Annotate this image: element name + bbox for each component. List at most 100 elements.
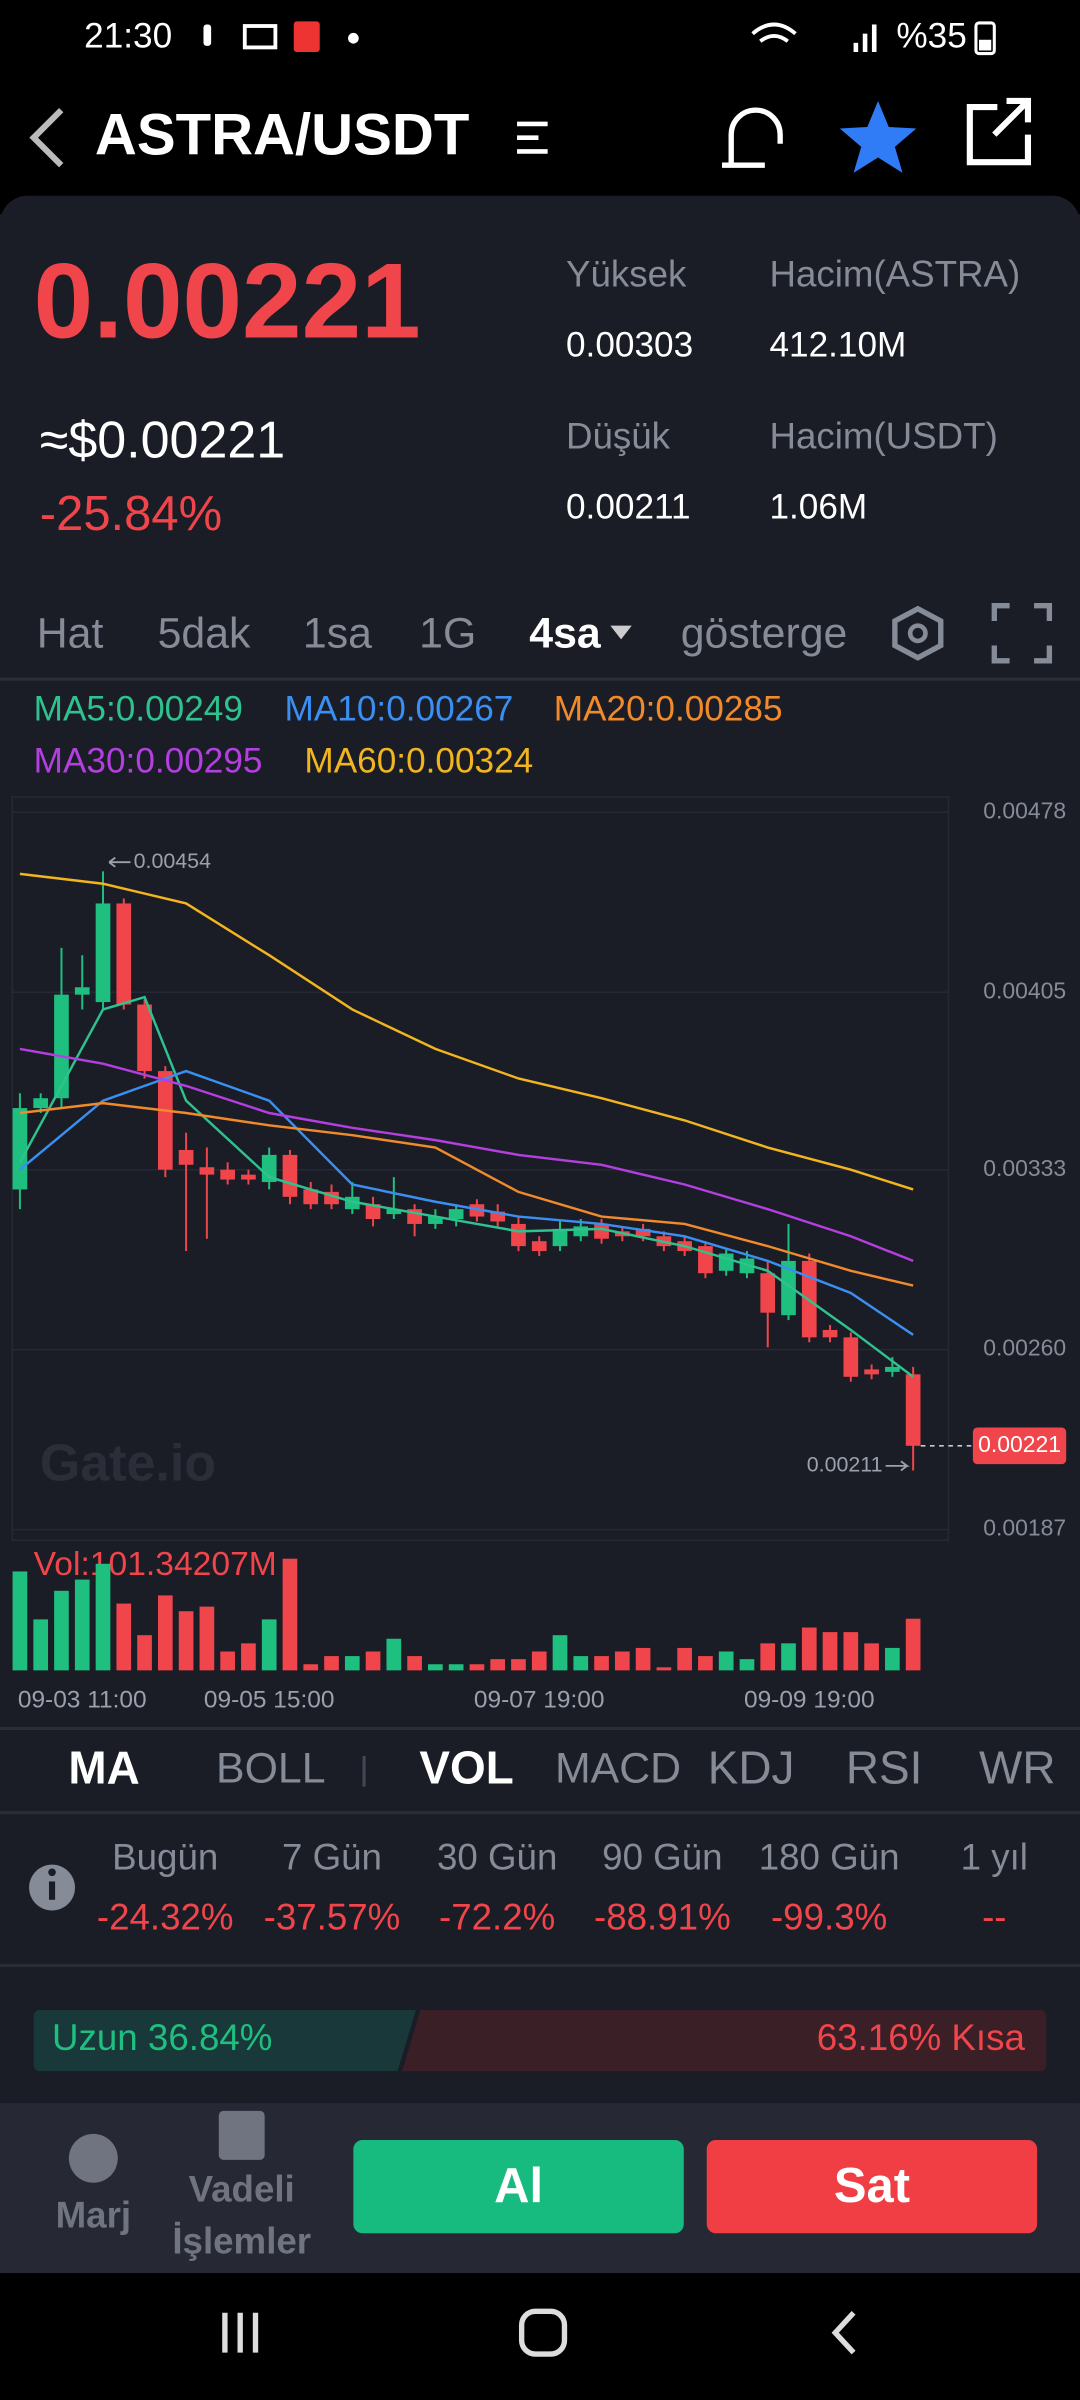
- indicator-button[interactable]: gösterge: [681, 610, 848, 658]
- ma-line: [18, 995, 914, 1378]
- battery-level: [979, 39, 992, 51]
- sell-label[interactable]: Sat: [834, 2159, 910, 2213]
- x-tick-label: 09-09 19:00: [744, 1686, 875, 1713]
- timeframe-tab[interactable]: 4sa: [529, 610, 602, 658]
- ma-line: [19, 1069, 914, 1336]
- volume-bar: [864, 1643, 879, 1671]
- timeframe-tab[interactable]: 1sa: [303, 610, 372, 658]
- nav-futures[interactable]: Vadeli: [189, 2169, 295, 2210]
- candle-body: [843, 1337, 859, 1377]
- candle-body: [635, 1228, 651, 1237]
- period-change: -24.32%: [97, 1896, 234, 1937]
- x-tick-label: 09-05 15:00: [204, 1686, 335, 1713]
- volume-bar: [157, 1595, 173, 1671]
- candle-body: [885, 1366, 900, 1372]
- stat-label: Hacim(ASTRA): [769, 254, 1020, 295]
- period-label: 90 Gün: [602, 1837, 722, 1878]
- indicator-tab[interactable]: VOL: [419, 1741, 513, 1793]
- period-change: --: [982, 1896, 1006, 1937]
- period-label: 7 Gün: [282, 1837, 382, 1878]
- battery-text: %35: [896, 17, 966, 56]
- candle-body: [822, 1329, 838, 1338]
- volume-bar: [760, 1643, 776, 1671]
- volume-bar: [885, 1647, 900, 1671]
- settings-icon[interactable]: [892, 605, 944, 661]
- period-label: Bugün: [112, 1837, 218, 1878]
- indicator-tab[interactable]: MA: [68, 1741, 139, 1793]
- buy-button[interactable]: [353, 2139, 684, 2234]
- y-tick-label: 0.00333: [983, 1155, 1066, 1181]
- share-icon[interactable]: [966, 97, 1032, 166]
- indicator-tab[interactable]: BOLL: [216, 1745, 325, 1793]
- volume-bar: [552, 1635, 568, 1671]
- settings-icon-center: [907, 623, 928, 644]
- buy-label[interactable]: Al: [494, 2159, 543, 2213]
- back-button[interactable]: [29, 107, 64, 168]
- fullscreen-icon[interactable]: [991, 603, 1053, 664]
- x-tick-label: 09-07 19:00: [474, 1686, 605, 1713]
- volume-bar: [781, 1643, 796, 1671]
- timeframe-tab[interactable]: Hat: [37, 610, 104, 658]
- candle-body: [781, 1260, 796, 1316]
- volume-bar: [199, 1606, 215, 1671]
- home-button[interactable]: [518, 2308, 568, 2357]
- nav-margin[interactable]: Marj: [56, 2195, 131, 2236]
- indicator-tab[interactable]: WR: [979, 1741, 1055, 1793]
- candle-body: [303, 1189, 319, 1205]
- watermark: Gate.io: [40, 1435, 216, 1493]
- dropdown-arrow[interactable]: [610, 625, 632, 640]
- volume-bar: [469, 1664, 485, 1671]
- margin-icon[interactable]: [68, 2133, 118, 2183]
- low-annotation: 0.00211: [807, 1453, 883, 1477]
- candle-body: [220, 1169, 235, 1180]
- indicator-tab[interactable]: MACD: [555, 1745, 681, 1793]
- icon: [348, 32, 359, 44]
- chart: 0.00478 0.00405 0.00333 0.00260 0.00187 0.004…: [12, 797, 1067, 1713]
- volume-bar: [303, 1664, 319, 1671]
- pair-title[interactable]: ASTRA/USDT: [95, 103, 469, 168]
- alert-icon[interactable]: [722, 107, 783, 168]
- price: 0.00221: [34, 240, 421, 360]
- system-nav: [222, 2308, 856, 2357]
- candle-body: [116, 903, 132, 1005]
- pair-menu-icon[interactable]: [517, 121, 548, 154]
- volume-bar: [511, 1659, 526, 1671]
- volume-bar: [448, 1664, 464, 1671]
- period-label: 180 Gün: [759, 1837, 900, 1878]
- short-bar: [402, 2009, 1047, 2072]
- candle-body: [552, 1228, 568, 1247]
- recents-button[interactable]: [222, 2312, 259, 2353]
- candle-body: [365, 1204, 381, 1220]
- long-label: Uzun 36.84%: [52, 2017, 272, 2058]
- candle-body: [54, 994, 69, 1099]
- status-icons: [203, 21, 996, 56]
- timeframe-tab[interactable]: 5dak: [158, 610, 251, 658]
- candle-body: [760, 1273, 776, 1313]
- indicator-tab[interactable]: KDJ: [708, 1741, 795, 1793]
- last-price: 0.00221: [978, 1431, 1061, 1457]
- volume-bar: [905, 1618, 921, 1671]
- futures-icon[interactable]: [218, 2110, 265, 2160]
- ma-legend: MA20:0.00285: [554, 690, 783, 729]
- annotation-arrow: [108, 856, 131, 868]
- sell-button[interactable]: [706, 2139, 1038, 2234]
- nav-futures[interactable]: İşlemler: [172, 2221, 311, 2262]
- volume-bar: [801, 1627, 817, 1671]
- back-system-button[interactable]: [831, 2310, 856, 2355]
- long-bar: [33, 2009, 416, 2072]
- volume-bar: [12, 1571, 28, 1671]
- ma-line: [19, 1101, 914, 1287]
- timeframe-tab[interactable]: 1G: [419, 610, 476, 658]
- volume-bar: [635, 1647, 651, 1671]
- volume-bar: [843, 1632, 859, 1671]
- candle-body: [95, 903, 111, 1003]
- volume-bar: [718, 1651, 734, 1671]
- volume-bar: [365, 1651, 381, 1671]
- top-background: [0, 0, 1080, 215]
- candle-body: [573, 1226, 589, 1237]
- change: -25.84%: [40, 487, 222, 541]
- favorite-icon[interactable]: [839, 100, 917, 173]
- indicator-tab[interactable]: RSI: [846, 1741, 922, 1793]
- period-change: -88.91%: [594, 1896, 731, 1937]
